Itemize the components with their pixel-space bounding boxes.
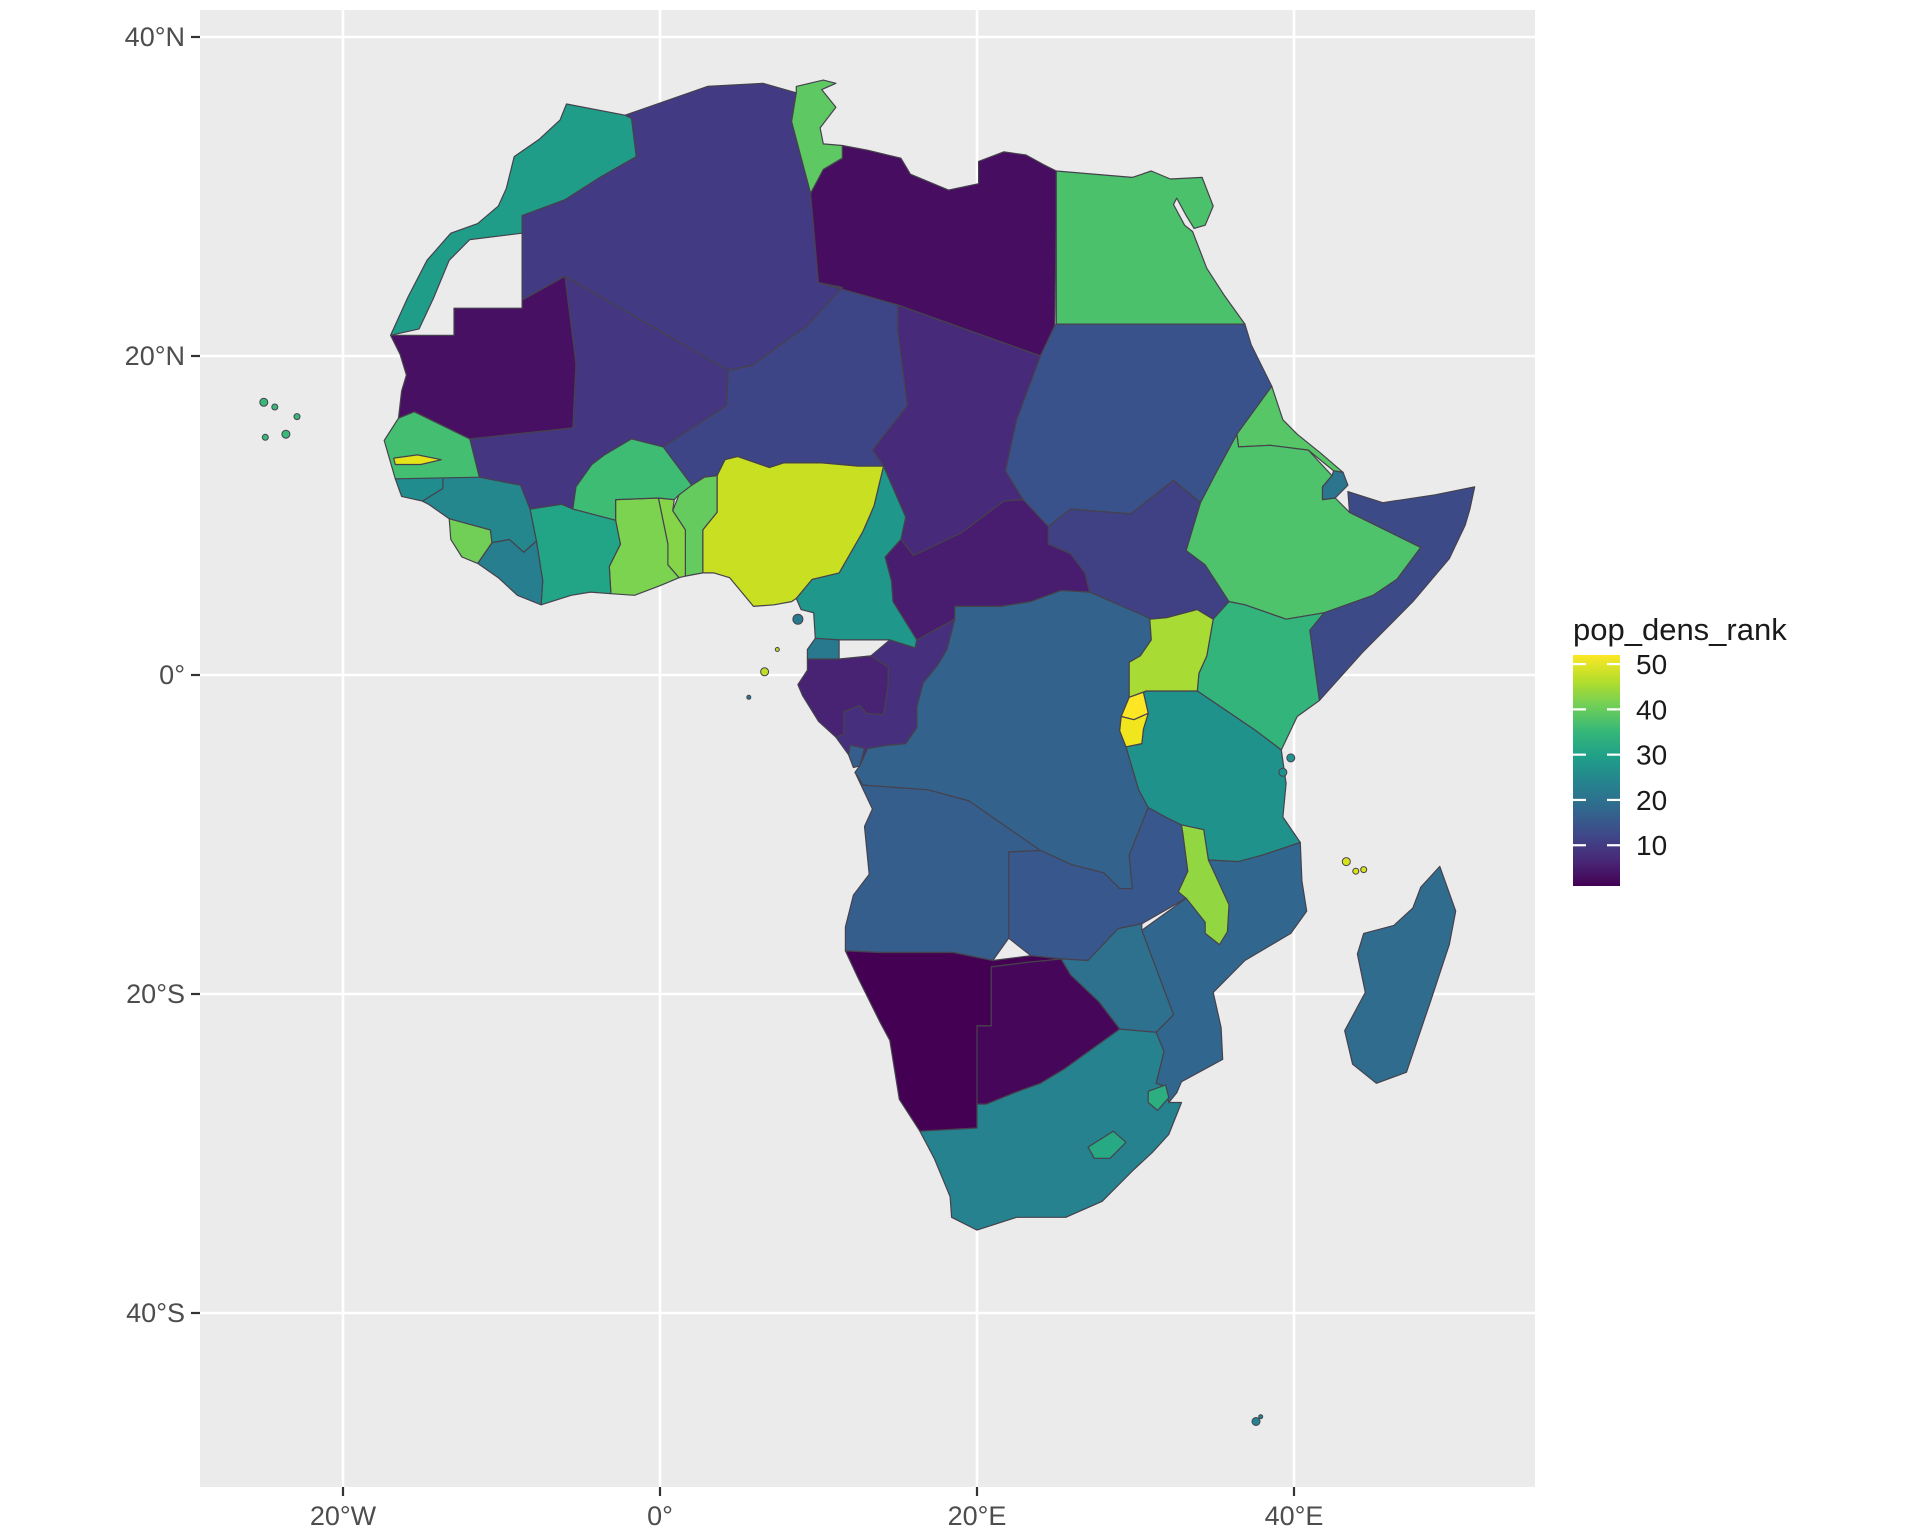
- country-malawi: [1177, 824, 1230, 946]
- country-gambia: [393, 454, 442, 466]
- island-prince-edward-2: [1258, 1414, 1264, 1420]
- island-comoros-1: [1341, 857, 1351, 867]
- island-prince-edward-1: [1251, 1417, 1261, 1426]
- island-cape-verde-2: [271, 403, 279, 411]
- country-libya: [810, 144, 1057, 357]
- legend-colorbar: [1573, 655, 1620, 886]
- island-comoros-3: [1360, 866, 1368, 874]
- country-morocco: [390, 103, 637, 336]
- legend-tick-label: 50: [1636, 649, 1667, 680]
- y-axis-label: 20°N: [125, 341, 185, 371]
- country-equatorial-guinea: [806, 637, 840, 660]
- y-axis-label: 0°: [159, 660, 185, 690]
- x-axis-label: 0°: [647, 1501, 673, 1531]
- island-comoros-2: [1352, 867, 1360, 875]
- legend-tick-label: 40: [1636, 694, 1667, 725]
- island-cape-verde-1: [259, 397, 269, 407]
- country-cote-divoire: [529, 503, 621, 606]
- country-madagascar: [1344, 865, 1457, 1084]
- country-gabon: [797, 655, 889, 738]
- country-polygons: [259, 79, 1476, 1426]
- island-cape-verde-3: [293, 413, 301, 421]
- island-zanzibar: [1278, 767, 1288, 777]
- legend-title: pop_dens_rank: [1573, 612, 1787, 647]
- island-pemba: [1286, 753, 1296, 763]
- country-lesotho: [1087, 1130, 1127, 1159]
- island-annobon: [746, 694, 752, 700]
- island-principe: [774, 647, 780, 652]
- x-axis-label: 20°W: [310, 1501, 377, 1531]
- x-axis-label: 40°E: [1265, 1501, 1324, 1531]
- legend-tick-label: 10: [1636, 830, 1667, 861]
- country-angola-cabinda: [848, 744, 866, 769]
- island-bioko: [792, 613, 804, 625]
- country-burundi: [1119, 712, 1149, 748]
- country-guinea: [421, 475, 537, 553]
- country-mauritania: [390, 275, 577, 440]
- island-cape-verde-4: [281, 429, 291, 439]
- island-sao-tome: [760, 667, 770, 677]
- axis-ticks-and-labels: 20°W 0° 20°E 40°E 40°N 20°N 0° 20°S 40°S: [125, 22, 1324, 1531]
- legend-tick-label: 30: [1636, 740, 1667, 771]
- country-eswatini: [1147, 1084, 1170, 1111]
- y-axis-label: 20°S: [126, 979, 185, 1009]
- country-tunisia: [791, 79, 843, 194]
- country-nigeria: [702, 455, 885, 607]
- legend-tick-label: 20: [1636, 785, 1667, 816]
- legend: pop_dens_rank 10 20 30 40 50: [1573, 612, 1787, 886]
- country-somalia: [1309, 486, 1476, 702]
- island-cape-verde-5: [261, 433, 269, 441]
- x-axis-label: 20°E: [948, 1501, 1007, 1531]
- country-djibouti: [1321, 470, 1349, 501]
- y-axis-label: 40°S: [126, 1298, 185, 1328]
- y-axis-label: 40°N: [125, 22, 185, 52]
